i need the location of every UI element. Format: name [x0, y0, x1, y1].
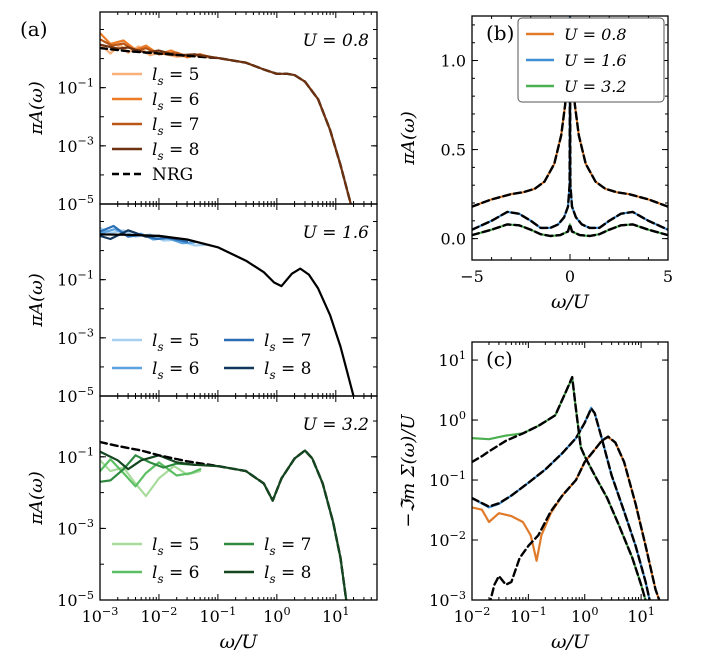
x-tick-label: 101	[322, 605, 349, 626]
x-tick-label: 10−2	[454, 605, 491, 626]
x-tick-label: 10−1	[510, 605, 547, 626]
x-tick-label: 100	[571, 605, 598, 626]
panel-1: 10−510−310−1πA(ω)U = 1.6ls = 5ls = 6ls =…	[26, 203, 378, 406]
legend: ls = 5 ls = 6 ls = 7 ls = 8	[112, 331, 311, 382]
axes-frame	[99, 395, 378, 601]
series-line-3	[100, 450, 196, 471]
y-tick-label: 10−5	[57, 385, 94, 406]
y-tick-label: 10−5	[57, 193, 94, 214]
x-axis-label: ω/U	[220, 631, 259, 653]
panel-annotation: U = 0.8	[303, 31, 370, 51]
series-line-1	[100, 458, 202, 488]
x-tick-label: 10−2	[141, 605, 178, 626]
axes-frame	[471, 341, 669, 601]
legend-label-3: ls = 8	[264, 563, 311, 586]
legend-frame	[517, 17, 665, 103]
panel-0: 10−510−310−1πA(ω)(a) U = 0.8ls = 5ls = 6l…	[20, 11, 378, 214]
y-axis-label: −ℑm Σ(ω)/U	[398, 414, 419, 528]
series-line-5	[472, 375, 647, 600]
series-line-5	[193, 53, 352, 204]
panel-annotation: U = 3.2	[303, 415, 369, 435]
x-tick-label: 101	[627, 605, 654, 626]
legend-label-1: U = 1.6	[564, 51, 627, 70]
panel-2: 10−3 10−2 10−1 100 10110−510−310−1πA(ω)ω/UU …	[26, 395, 378, 653]
series-line-5	[472, 223, 668, 238]
legend-label-4: NRG	[152, 165, 193, 185]
y-tick-label: 10−3	[57, 517, 94, 538]
x-axis-label: ω/U	[551, 291, 590, 313]
legend-label-1: ls = 6	[152, 90, 199, 113]
y-axis-label: πA(ω)	[26, 273, 47, 328]
x-tick-label: 5	[663, 267, 673, 286]
x-tick-label: 100	[263, 605, 290, 626]
legend-label-0: ls = 5	[152, 65, 199, 88]
x-tick-label: 0	[565, 267, 575, 286]
legend-label-2: ls = 7	[264, 535, 311, 558]
y-tick-label: 10−1	[57, 268, 94, 289]
y-tick-label: 1.0	[441, 52, 466, 71]
x-tick-label: −5	[460, 267, 484, 286]
legend: U = 0.8 U = 1.6 U = 3.2	[517, 17, 665, 103]
y-tick-label: 100	[439, 409, 466, 430]
plot-area	[100, 32, 352, 204]
plot-area	[100, 440, 348, 600]
y-tick-label: 10−3	[57, 327, 94, 348]
legend-label-3: ls = 8	[152, 140, 199, 163]
series-line-2	[472, 406, 651, 600]
y-tick-label: 101	[439, 349, 466, 370]
panel-label: (a)	[20, 17, 48, 41]
plot-area	[100, 224, 355, 396]
legend-label-3: ls = 8	[264, 359, 311, 382]
panel-annotation: U = 1.6	[303, 223, 370, 243]
series-line-0	[472, 436, 661, 600]
legend-label-1: ls = 6	[152, 359, 199, 382]
series-line-4	[100, 233, 355, 396]
y-tick-label: 0.0	[441, 230, 466, 249]
y-axis-label: πA(ω)	[26, 471, 47, 526]
x-axis-label: ω/U	[551, 631, 590, 653]
legend-label-2: ls = 7	[152, 115, 199, 138]
legend-label-0: ls = 5	[152, 535, 199, 558]
series-line-0	[100, 459, 202, 498]
panel-label: (c)	[486, 347, 513, 371]
series-line-1	[489, 435, 661, 600]
series-line-5	[193, 449, 348, 600]
legend-label-2: U = 3.2	[564, 77, 627, 96]
x-tick-label: 10−1	[199, 605, 236, 626]
plot-area	[472, 375, 661, 600]
legend-label-2: ls = 7	[264, 331, 311, 354]
y-axis-label: πA(ω)	[26, 81, 47, 136]
x-tick-label: 10−3	[82, 605, 119, 626]
panel-3: −5 0 50.00.51.0πA(ω)ω/U(b) U = 0.8U = 1.6U …	[398, 15, 673, 313]
y-tick-label: 10−1	[57, 76, 94, 97]
legend-label-1: ls = 6	[152, 563, 199, 586]
legend: ls = 5 ls = 6 ls = 7 ls = 8	[112, 535, 311, 586]
series-line-4	[100, 46, 352, 204]
y-tick-label: 10−2	[429, 529, 466, 550]
y-tick-label: 10−1	[57, 446, 94, 467]
panel-label: (b)	[486, 21, 514, 45]
legend-label-0: U = 0.8	[564, 25, 627, 44]
y-tick-label: 10−1	[429, 469, 466, 490]
y-tick-label: 10−3	[57, 135, 94, 156]
legend-label-0: ls = 5	[152, 331, 199, 354]
y-tick-label: 10−5	[57, 589, 94, 610]
y-axis-label: πA(ω)	[398, 111, 419, 166]
y-tick-label: 0.5	[441, 141, 466, 160]
y-tick-label: 10−3	[429, 589, 466, 610]
series-line-3	[472, 407, 651, 600]
